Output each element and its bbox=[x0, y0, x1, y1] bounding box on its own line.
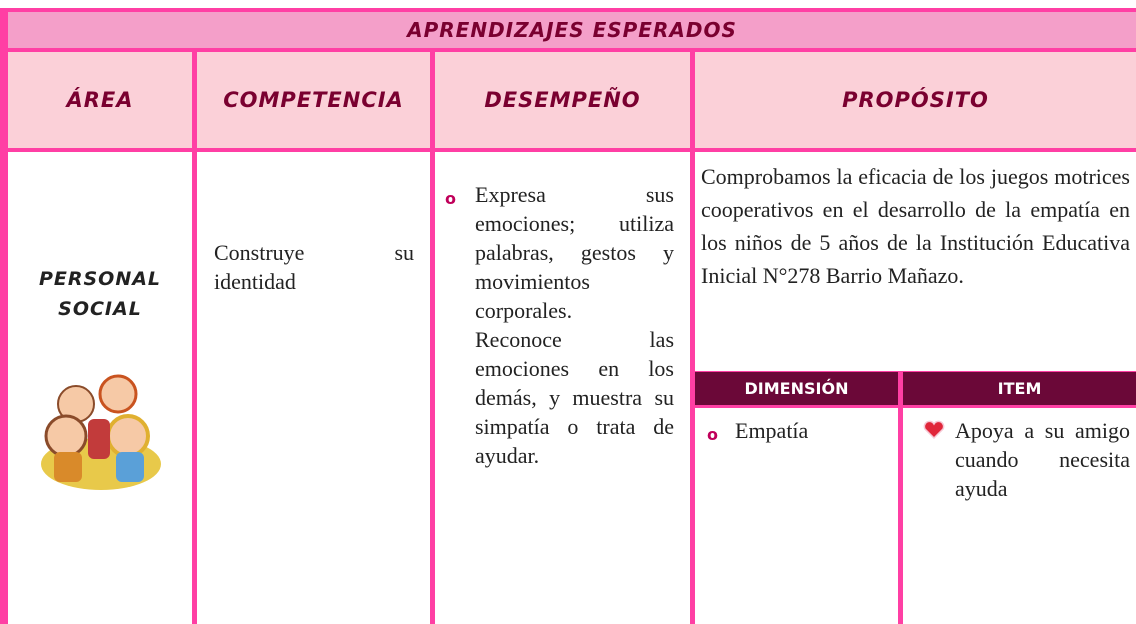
item-cell: Apoya a su amigo cuando necesita ayuda bbox=[903, 408, 1136, 624]
item-text: Apoya a su amigo cuando necesita ayuda bbox=[955, 418, 1130, 501]
area-text: PERSONAL bbox=[38, 268, 162, 290]
sub-header: ITEM bbox=[903, 372, 1136, 405]
bullet: o bbox=[707, 425, 718, 444]
header: ÁREA bbox=[8, 52, 192, 148]
kids-illustration bbox=[41, 374, 161, 490]
area-text: SOCIAL bbox=[58, 298, 142, 320]
header: COMPETENCIA bbox=[197, 52, 430, 148]
competencia-text: Construye su identidad bbox=[214, 240, 414, 294]
sub-header: DIMENSIÓN bbox=[695, 372, 898, 405]
area-cell: PERSONAL SOCIAL bbox=[8, 152, 192, 624]
competencia-cell: Construye su identidad bbox=[197, 152, 430, 624]
header: DESEMPEÑO bbox=[435, 52, 690, 148]
header: PROPÓSITO bbox=[695, 52, 1136, 148]
desempeno-text: Reconoce las emociones en los demás, y m… bbox=[475, 327, 674, 468]
desempeno-text: Expresa sus emociones; utiliza palabras,… bbox=[475, 182, 674, 323]
table: APRENDIZAJES ESPERADOS ÁREA COMPETENCIA … bbox=[0, 8, 1136, 624]
heart-icon bbox=[923, 420, 945, 440]
proposito-cell: Comprobamos la eficacia de los juegos mo… bbox=[695, 152, 1136, 371]
bullet: o bbox=[445, 189, 456, 208]
dimension-cell: o Empatía bbox=[695, 408, 898, 624]
desempeno-cell: o Expresa sus emociones; utiliza palabra… bbox=[435, 152, 690, 624]
dimension-text: Empatía bbox=[735, 418, 809, 443]
table-title: APRENDIZAJES ESPERADOS bbox=[8, 12, 1136, 48]
proposito-text: Comprobamos la eficacia de los juegos mo… bbox=[701, 164, 1130, 288]
